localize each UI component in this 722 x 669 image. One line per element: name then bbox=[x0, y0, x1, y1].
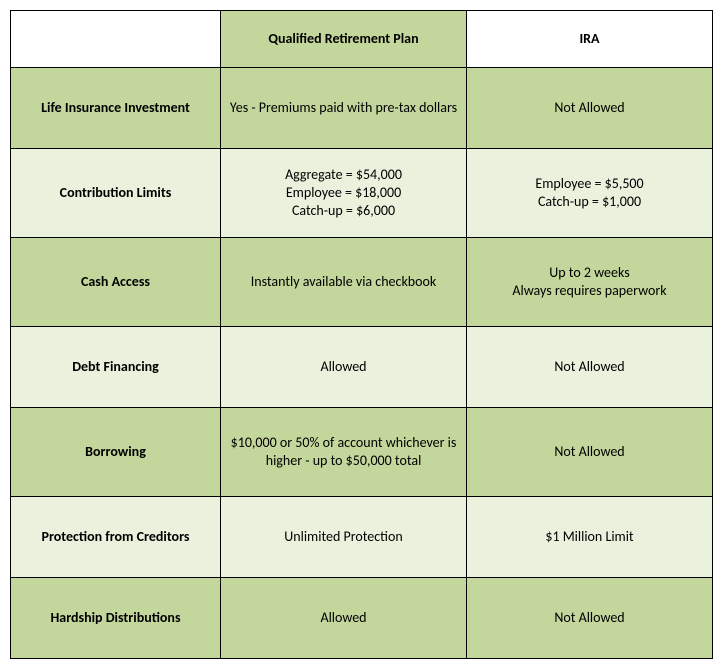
row-qrp: Allowed bbox=[221, 327, 467, 408]
row-qrp: Unlimited Protection bbox=[221, 497, 467, 578]
row-qrp: $10,000 or 50% of account whichever is h… bbox=[221, 408, 467, 497]
row-ira: Not Allowed bbox=[467, 68, 713, 149]
table-header-row: Qualified Retirement Plan IRA bbox=[11, 11, 713, 68]
table-row: Protection from Creditors Unlimited Prot… bbox=[11, 497, 713, 578]
comparison-table: Qualified Retirement Plan IRA Life Insur… bbox=[10, 10, 713, 659]
row-label: Borrowing bbox=[11, 408, 221, 497]
row-qrp: Aggregate = $54,000 Employee = $18,000 C… bbox=[221, 149, 467, 238]
row-ira: Not Allowed bbox=[467, 327, 713, 408]
row-ira: Employee = $5,500 Catch-up = $1,000 bbox=[467, 149, 713, 238]
row-qrp: Yes - Premiums paid with pre-tax dollars bbox=[221, 68, 467, 149]
row-label: Cash Access bbox=[11, 238, 221, 327]
row-label: Protection from Creditors bbox=[11, 497, 221, 578]
table-row: Debt Financing Allowed Not Allowed bbox=[11, 327, 713, 408]
row-label: Life Insurance Investment bbox=[11, 68, 221, 149]
row-ira: Not Allowed bbox=[467, 578, 713, 659]
table-row: Life Insurance Investment Yes - Premiums… bbox=[11, 68, 713, 149]
table-row: Cash Access Instantly available via chec… bbox=[11, 238, 713, 327]
header-empty bbox=[11, 11, 221, 68]
row-ira: Up to 2 weeks Always requires paperwork bbox=[467, 238, 713, 327]
table-row: Hardship Distributions Allowed Not Allow… bbox=[11, 578, 713, 659]
row-label: Debt Financing bbox=[11, 327, 221, 408]
row-ira: $1 Million Limit bbox=[467, 497, 713, 578]
row-qrp: Allowed bbox=[221, 578, 467, 659]
row-ira: Not Allowed bbox=[467, 408, 713, 497]
row-label: Hardship Distributions bbox=[11, 578, 221, 659]
table-row: Contribution Limits Aggregate = $54,000 … bbox=[11, 149, 713, 238]
header-ira: IRA bbox=[467, 11, 713, 68]
row-qrp: Instantly available via checkbook bbox=[221, 238, 467, 327]
row-label: Contribution Limits bbox=[11, 149, 221, 238]
header-qrp: Qualified Retirement Plan bbox=[221, 11, 467, 68]
table-row: Borrowing $10,000 or 50% of account whic… bbox=[11, 408, 713, 497]
